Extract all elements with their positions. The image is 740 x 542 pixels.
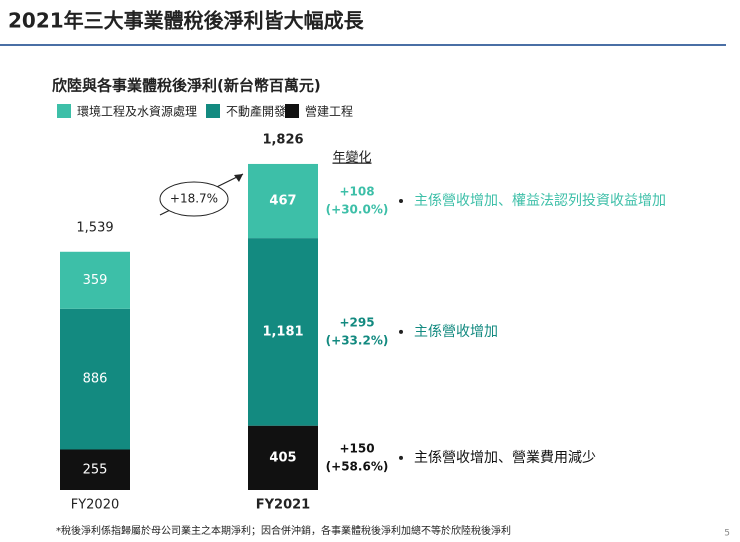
growth-label: +18.7% [170, 192, 218, 206]
legend-label: 不動產開發 [226, 104, 286, 119]
change-percent: (+30.0%) [326, 203, 389, 217]
change-note: 主係營收增加、營業費用減少 [414, 449, 596, 466]
bar-segment [60, 251, 130, 309]
x-tick-label: FY2020 [71, 498, 120, 513]
total-label: 1,539 [76, 220, 113, 235]
segment-label: 467 [269, 194, 296, 209]
change-amount: +108 [339, 185, 374, 199]
segment-label: 1,181 [262, 324, 303, 339]
footnote: *稅後淨利係指歸屬於母公司業主之本期淨利；因合併沖銷，各事業體稅後淨利加總不等於… [56, 524, 511, 537]
change-note: 主係營收增加 [414, 324, 498, 340]
bullet [399, 455, 403, 460]
bar-segment [60, 449, 130, 490]
bar-segment [248, 163, 318, 239]
change-amount: +150 [339, 441, 374, 455]
bar-segment [248, 238, 318, 426]
legend-swatch [285, 104, 299, 118]
bullet [399, 329, 403, 334]
change-heading: 年變化 [332, 150, 371, 166]
legend-swatch [57, 104, 71, 118]
change-percent: (+58.6%) [326, 459, 389, 473]
legend-label: 營建工程 [305, 104, 353, 119]
segment-label: 886 [83, 372, 108, 387]
x-tick-label: FY2021 [256, 498, 310, 513]
growth-bubble [159, 181, 229, 217]
segment-label: 359 [83, 273, 108, 288]
bar-segment [248, 425, 318, 490]
bullet [399, 199, 403, 204]
change-percent: (+33.2%) [326, 333, 389, 347]
slide-title: 2021年三大事業體稅後淨利皆大幅成長 [8, 9, 365, 33]
segment-label: 255 [83, 462, 108, 477]
change-note: 主係營收增加、權益法認列投資收益增加 [414, 193, 666, 209]
legend-swatch [206, 104, 220, 118]
legend-label: 環境工程及水資源處理 [77, 104, 197, 119]
total-label: 1,826 [262, 132, 303, 147]
arrow-head [234, 174, 243, 182]
segment-label: 405 [269, 450, 296, 465]
bar-segment [60, 308, 130, 450]
page-number: 5 [724, 529, 730, 539]
chart-title: 欣陸與各事業體稅後淨利(新台幣百萬元) [52, 77, 321, 95]
change-amount: +295 [339, 315, 374, 329]
